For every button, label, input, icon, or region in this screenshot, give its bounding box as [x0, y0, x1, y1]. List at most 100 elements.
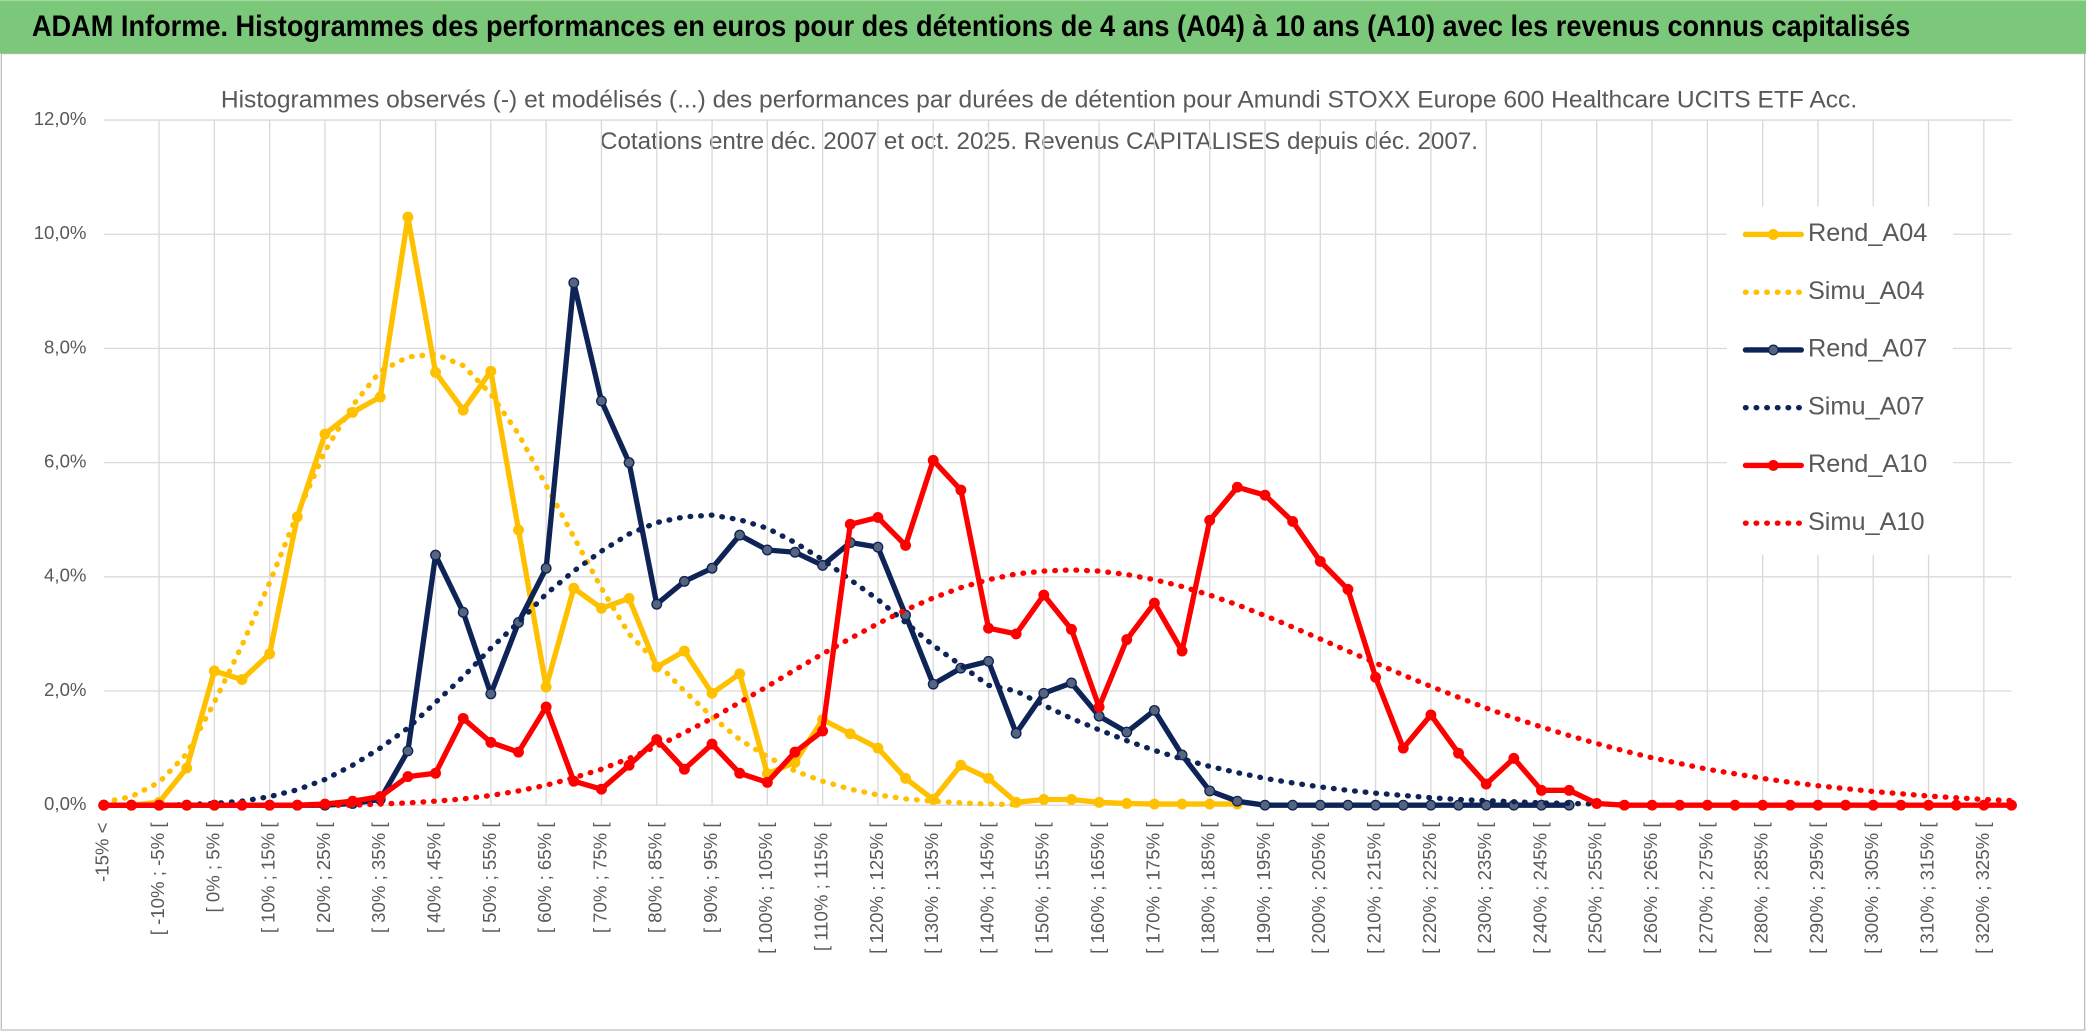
marker — [1370, 671, 1382, 683]
legend-box — [1726, 206, 1953, 556]
marker — [1148, 798, 1160, 810]
marker — [1176, 645, 1188, 657]
marker — [540, 701, 552, 713]
marker — [457, 404, 469, 416]
marker — [1231, 481, 1243, 493]
marker — [457, 712, 469, 724]
marker — [1121, 634, 1133, 646]
x-tick-label: [ 300% ; 305% [ — [1861, 822, 1882, 954]
marker — [430, 767, 442, 779]
legend-marker — [1767, 344, 1779, 356]
marker — [374, 791, 386, 803]
marker — [595, 783, 607, 795]
x-tick-label: [ 280% ; 285% [ — [1751, 822, 1772, 954]
marker — [1563, 784, 1575, 796]
marker — [1314, 799, 1326, 811]
x-tick-label: [ 30% ; 35% [ — [368, 822, 389, 934]
marker — [1757, 799, 1769, 811]
marker — [1231, 795, 1243, 807]
marker — [900, 772, 912, 784]
marker — [457, 606, 469, 618]
marker — [789, 746, 801, 758]
x-tick-label: [ 40% ; 45% [ — [423, 822, 444, 934]
marker — [1950, 799, 1962, 811]
marker — [1093, 796, 1105, 808]
marker — [540, 562, 552, 574]
x-tick-label: [ 150% ; 155% [ — [1032, 822, 1053, 954]
marker — [1204, 514, 1216, 526]
marker — [1342, 799, 1354, 811]
marker — [983, 772, 994, 784]
page-title: ADAM Informe. Histogrammes des performan… — [32, 11, 1910, 43]
marker — [430, 549, 442, 561]
marker — [1425, 709, 1437, 721]
marker — [1121, 798, 1133, 809]
marker — [1784, 799, 1796, 811]
marker — [1121, 726, 1133, 738]
marker — [955, 759, 967, 771]
marker — [1204, 798, 1216, 810]
x-tick-label: [ 20% ; 25% [ — [313, 822, 334, 934]
marker — [734, 767, 746, 779]
marker — [402, 211, 414, 223]
legend-label: Simu_A04 — [1808, 277, 1925, 305]
y-tick-label: 6,0% — [44, 451, 86, 472]
marker — [1453, 747, 1464, 759]
marker — [1978, 799, 1990, 811]
marker — [789, 756, 801, 768]
legend-label: Simu_A10 — [1808, 508, 1925, 536]
marker — [1148, 597, 1160, 609]
legend-marker — [1767, 459, 1779, 471]
x-tick-label: [ 270% ; 275% [ — [1695, 822, 1716, 954]
marker — [678, 763, 690, 775]
legend-label: Rend_A10 — [1808, 450, 1927, 478]
marker — [1425, 799, 1437, 811]
x-tick-label: [ 320% ; 325% [ — [1972, 822, 1993, 954]
x-tick-label: [ -10% ; -5% [ — [147, 822, 168, 936]
marker — [1674, 799, 1686, 811]
x-tick-label: -15% < — [92, 822, 113, 881]
marker — [485, 688, 497, 700]
marker — [319, 428, 331, 440]
y-tick-label: 4,0% — [44, 565, 86, 586]
marker — [983, 655, 994, 667]
marker — [1508, 752, 1520, 764]
legend-label: Simu_A07 — [1808, 392, 1925, 420]
marker — [1038, 794, 1050, 805]
marker — [1093, 710, 1105, 722]
marker — [1287, 515, 1299, 527]
marker — [430, 366, 442, 378]
x-tick-label: [ 140% ; 145% [ — [976, 822, 997, 954]
x-tick-label: [ 70% ; 75% [ — [589, 822, 610, 934]
y-tick-label: 8,0% — [44, 336, 86, 357]
x-tick-label: [ 90% ; 95% [ — [700, 822, 721, 934]
marker — [208, 665, 220, 677]
marker — [181, 762, 193, 774]
marker — [844, 518, 856, 530]
marker — [236, 674, 248, 686]
marker — [1010, 628, 1022, 640]
x-tick-label: [ 190% ; 195% [ — [1253, 822, 1274, 954]
marker — [761, 776, 773, 788]
marker — [1314, 555, 1326, 567]
x-tick-label: [ 220% ; 225% [ — [1419, 822, 1440, 954]
marker — [734, 529, 746, 541]
marker — [872, 511, 884, 523]
marker — [1840, 799, 1852, 811]
marker — [1895, 799, 1907, 811]
legend-label: Rend_A04 — [1808, 219, 1927, 247]
marker — [817, 725, 829, 737]
marker — [761, 544, 773, 556]
marker — [1010, 727, 1022, 739]
x-tick-label: [ 240% ; 245% [ — [1529, 822, 1550, 954]
chart-subtitle: Cotations entre déc. 2007 et oct. 2025. … — [600, 128, 1478, 155]
marker — [568, 277, 580, 289]
marker — [1729, 799, 1741, 811]
marker — [1038, 589, 1050, 601]
marker — [540, 681, 552, 693]
series-line — [101, 457, 2015, 808]
marker — [955, 484, 967, 496]
marker — [1646, 799, 1658, 811]
marker — [927, 678, 939, 690]
